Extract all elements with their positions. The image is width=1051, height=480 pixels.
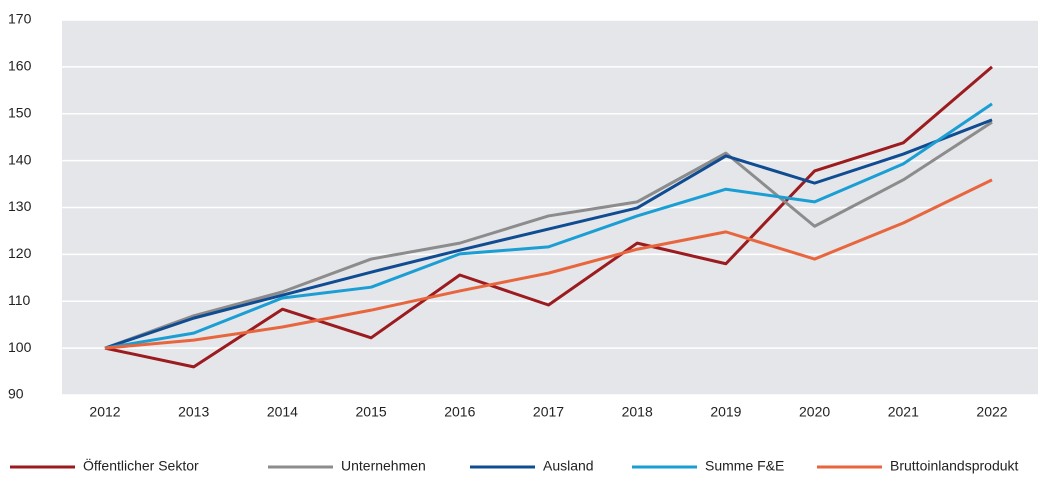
y-tick-label: 170: [8, 11, 32, 27]
x-tick-label: 2020: [799, 404, 830, 420]
y-tick-label: 100: [8, 339, 32, 355]
line-series: [104, 65, 993, 369]
y-tick-label: 90: [8, 386, 24, 402]
x-tick-label: 2017: [533, 404, 564, 420]
x-tick-label: 2018: [622, 404, 653, 420]
x-tick-label: 2022: [976, 404, 1007, 420]
x-tick-label: 2015: [356, 404, 387, 420]
y-tick-label: 110: [8, 292, 31, 308]
legend-label: Summe F&E: [705, 458, 784, 474]
y-tick-label: 150: [8, 104, 32, 120]
line-series: [104, 118, 993, 350]
line-series: [104, 102, 993, 350]
x-tick-label: 2021: [888, 404, 919, 420]
x-tick-label: 2012: [89, 404, 120, 420]
x-tick-label: 2014: [267, 404, 298, 420]
legend-label: Bruttoinlandsprodukt: [890, 458, 1019, 474]
y-tick-label: 120: [8, 245, 32, 261]
x-tick-label: 2016: [444, 404, 475, 420]
y-tick-label: 140: [8, 151, 32, 167]
x-tick-label: 2013: [178, 404, 209, 420]
legend-label: Unternehmen: [341, 458, 426, 474]
legend-label: Öffentlicher Sektor: [83, 457, 199, 474]
y-tick-label: 160: [8, 58, 32, 74]
legend-label: Ausland: [543, 458, 594, 474]
line-series: [104, 178, 993, 350]
y-tick-label: 130: [8, 198, 32, 214]
x-tick-label: 2019: [710, 404, 741, 420]
line-series: [104, 120, 993, 350]
